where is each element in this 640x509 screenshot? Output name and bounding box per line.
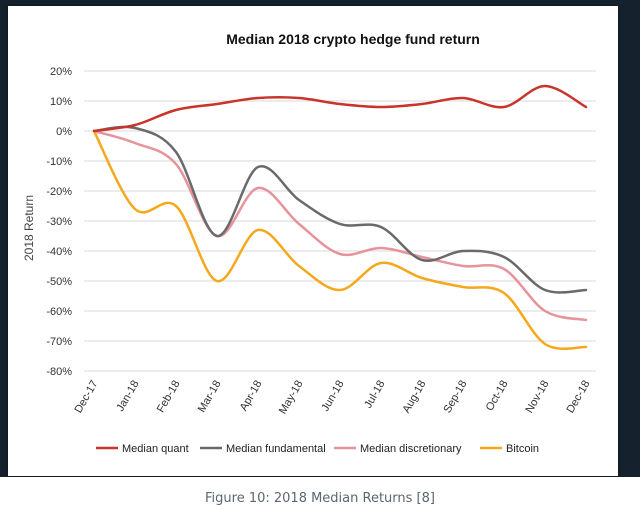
y-tick-label: -40% bbox=[46, 246, 72, 258]
chart: Median 2018 crypto hedge fund return 20%… bbox=[22, 31, 596, 455]
y-tick-label: 20% bbox=[50, 66, 72, 78]
chart-title: Median 2018 crypto hedge fund return bbox=[226, 31, 480, 47]
y-tick-labels: 20% 10% 0% -10% -20% -30% -40% -50% -60% -70% -80% bbox=[46, 66, 72, 378]
x-tick-label: Apr-18 bbox=[238, 379, 265, 414]
y-tick-label: -30% bbox=[46, 216, 72, 228]
x-tick-label: Dec-18 bbox=[564, 379, 592, 416]
x-tick-label: Mar-18 bbox=[196, 379, 224, 415]
series-lines bbox=[92, 84, 588, 351]
legend: Median quant Median fundamental Median dis… bbox=[96, 443, 539, 455]
chart-card: Median 2018 crypto hedge fund return 20%… bbox=[8, 6, 618, 476]
x-tick-label: Nov-18 bbox=[523, 379, 551, 416]
legend-label: Bitcoin bbox=[506, 443, 539, 455]
figure-caption: Figure 10: 2018 Median Returns [8] bbox=[205, 491, 435, 506]
x-tick-label: Sep-18 bbox=[441, 379, 469, 416]
series-line-median-fundamental bbox=[92, 125, 588, 294]
x-tick-label: Oct-18 bbox=[484, 379, 511, 414]
series-line-median-discretionary bbox=[92, 129, 588, 322]
x-tick-label: Jul-18 bbox=[362, 379, 387, 411]
y-tick-label: -20% bbox=[46, 186, 72, 198]
x-tick-label: Jan-18 bbox=[114, 379, 141, 414]
y-tick-label: 0% bbox=[56, 126, 72, 138]
x-tick-label: Aug-18 bbox=[400, 379, 428, 416]
series-line-median-quant bbox=[92, 84, 588, 133]
y-tick-label: -50% bbox=[46, 276, 72, 288]
caption-band bbox=[0, 477, 640, 509]
legend-label: Median quant bbox=[122, 443, 189, 455]
y-tick-label: -10% bbox=[46, 156, 72, 168]
y-tick-label: 10% bbox=[50, 96, 72, 108]
x-tick-label: Feb-18 bbox=[155, 379, 183, 415]
y-tick-label: -60% bbox=[46, 306, 72, 318]
gridlines bbox=[84, 70, 596, 372]
y-tick-label: -70% bbox=[46, 336, 72, 348]
x-tick-label: Dec-17 bbox=[72, 379, 100, 416]
legend-label: Median fundamental bbox=[226, 443, 326, 455]
series-line-bitcoin bbox=[92, 129, 588, 351]
y-axis-label: 2018 Return bbox=[22, 195, 36, 261]
legend-label: Median discretionary bbox=[360, 443, 462, 455]
x-tick-label: Jun-18 bbox=[319, 379, 346, 414]
y-tick-label: -80% bbox=[46, 366, 72, 378]
x-tick-labels: Dec-17 Jan-18 Feb-18 Mar-18 Apr-18 May-18 Jun-… bbox=[72, 379, 592, 417]
x-tick-label: May-18 bbox=[277, 379, 306, 417]
